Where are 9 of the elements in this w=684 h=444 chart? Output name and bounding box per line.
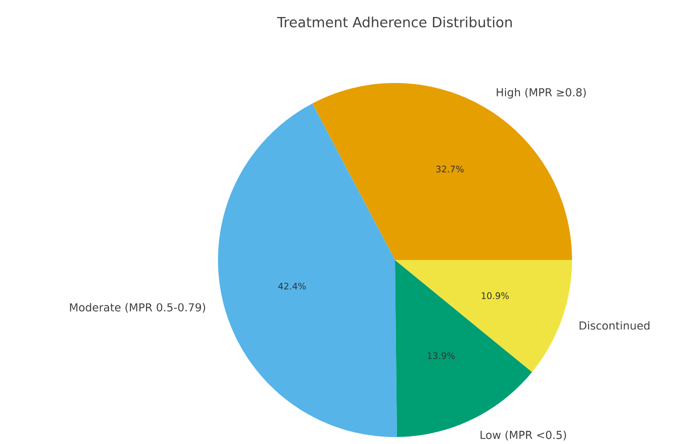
chart-title: Treatment Adherence Distribution — [277, 16, 512, 28]
data-label: 13.9% — [428, 352, 455, 360]
data-label: 42.4% — [278, 282, 306, 290]
slice-label: High (MPR ≥0.8) — [496, 88, 586, 99]
slice-label: Moderate (MPR 0.5-0.79) — [70, 302, 206, 313]
slice-label: Discontinued — [580, 321, 650, 330]
slice-label: Low (MPR <0.5) — [480, 430, 566, 440]
data-label: 32.7% — [436, 166, 464, 172]
data-label: 10.9% — [482, 292, 509, 300]
